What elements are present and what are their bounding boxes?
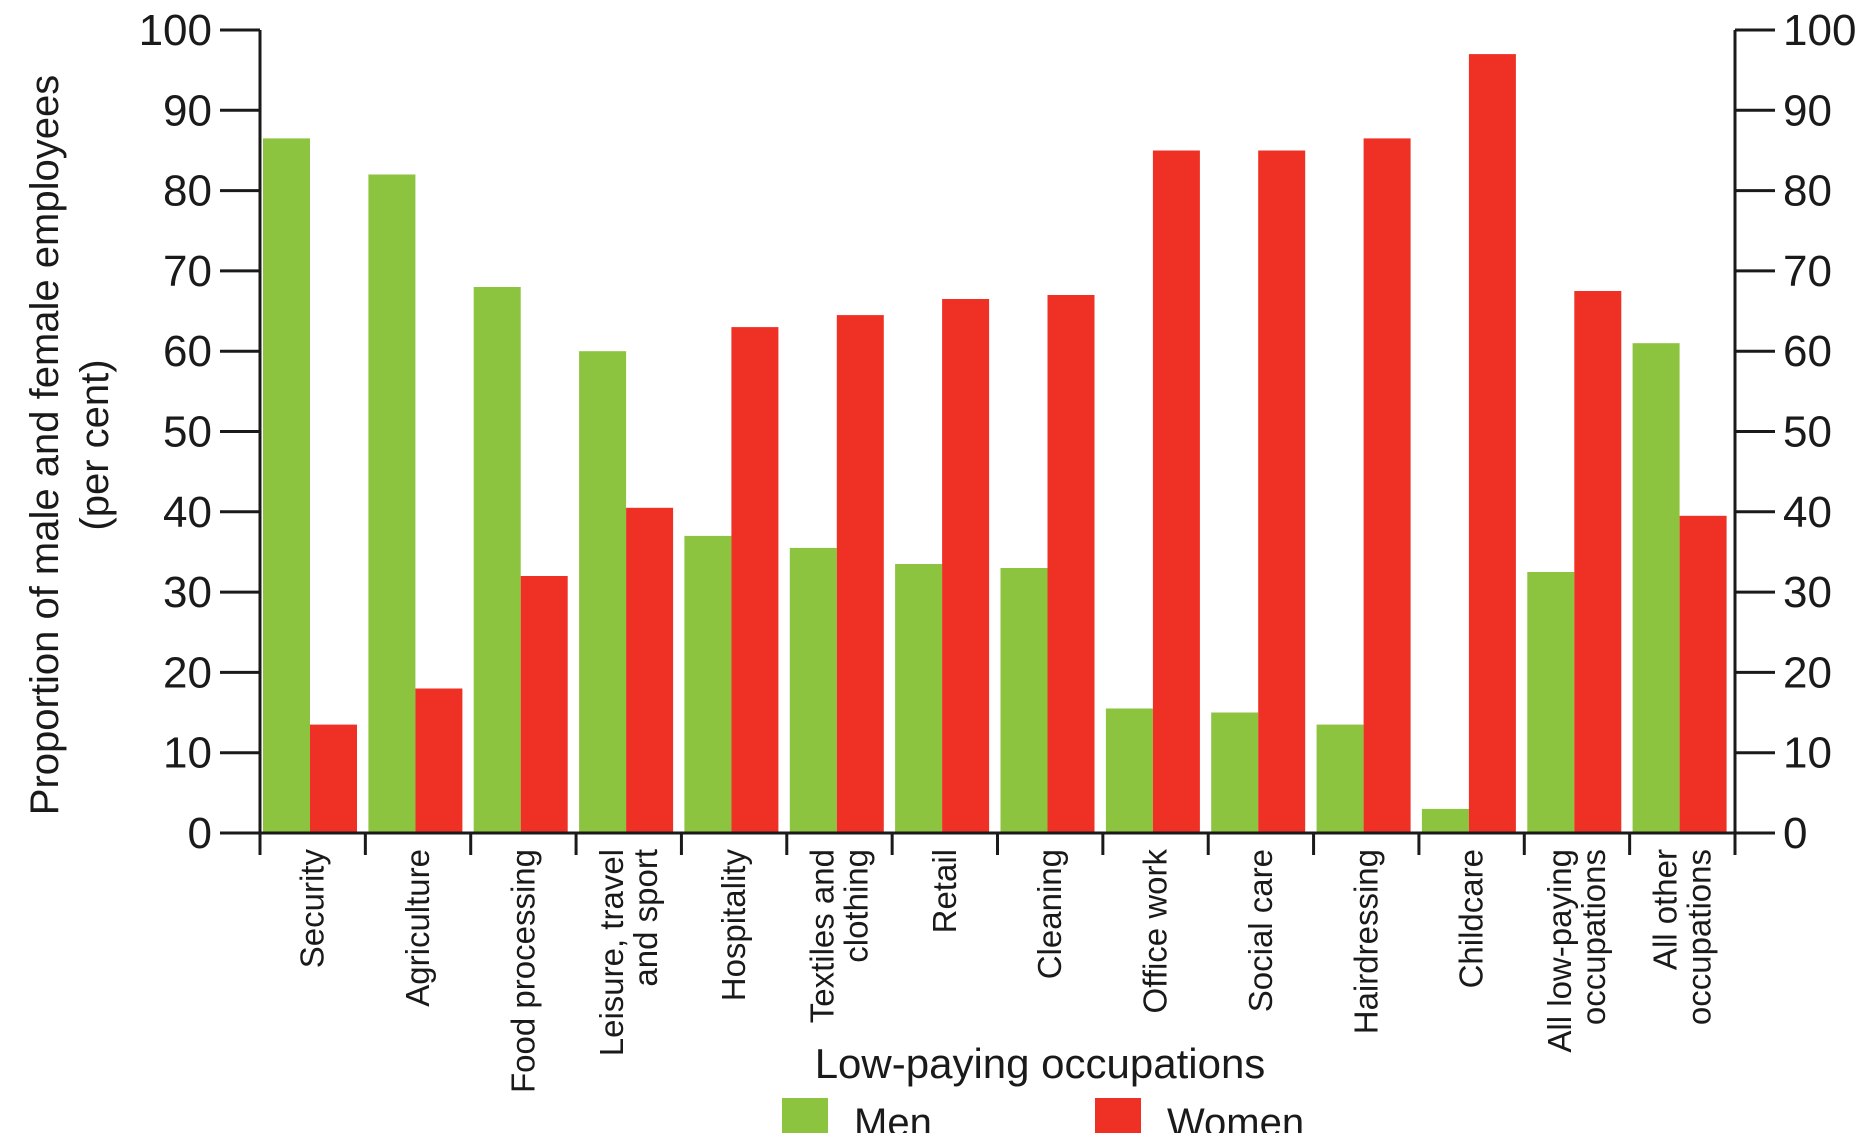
bar-women-0 <box>310 724 357 833</box>
legend: Men Women <box>782 1098 1304 1133</box>
y-axis-title-line-0: Proportion of male and female employees <box>23 75 67 815</box>
legend-swatch-men <box>782 1098 828 1133</box>
left-tick-label-80: 80 <box>163 167 212 216</box>
category-label-4: Hospitality <box>715 849 752 1002</box>
bar-men-13 <box>1632 343 1680 833</box>
category-label-10: Hairdressing <box>1347 849 1384 1034</box>
category-label-5-line-0: Textiles and <box>803 849 840 1023</box>
category-label-8: Office work <box>1137 849 1174 1014</box>
right-tick-label-10: 10 <box>1783 729 1832 778</box>
category-label-1: Agriculture <box>399 849 436 1007</box>
legend-label-women: Women <box>1167 1101 1304 1133</box>
bar-women-12 <box>1574 291 1622 833</box>
bar-men-3 <box>579 351 627 833</box>
category-label-11: Childcare <box>1453 849 1490 988</box>
category-label-12-line-0: All low-paying <box>1541 849 1578 1053</box>
category-label-3-line-0: Leisure, travel <box>593 849 630 1056</box>
bar-women-7 <box>1047 295 1095 833</box>
bar-women-5 <box>836 315 884 834</box>
bar-men-1 <box>368 174 416 833</box>
bar-women-3 <box>626 507 674 833</box>
y-axis-title-line-1: (per cent) <box>73 359 117 530</box>
bar-men-5 <box>789 547 837 833</box>
right-tick-label-100: 100 <box>1783 6 1856 55</box>
category-label-0: Security <box>294 849 331 969</box>
bar-women-9 <box>1258 150 1306 833</box>
labels-layer: 0 0 10 10 20 20 30 30 40 40 50 50 60 60 70 70 80 80 90 90 10… <box>23 6 1856 1093</box>
bar-men-7 <box>1000 568 1048 833</box>
bar-women-1 <box>415 688 463 833</box>
bar-women-6 <box>942 299 990 833</box>
left-tick-label-70: 70 <box>163 247 212 296</box>
category-label-13-line-1: occupations <box>1680 849 1717 1025</box>
bar-men-4 <box>684 535 732 833</box>
right-tick-label-40: 40 <box>1783 488 1832 537</box>
right-tick-label-30: 30 <box>1783 568 1832 617</box>
category-label-6: Retail <box>926 849 963 933</box>
right-tick-label-60: 60 <box>1783 327 1832 376</box>
right-tick-label-80: 80 <box>1783 167 1832 216</box>
left-tick-label-50: 50 <box>163 408 212 457</box>
category-label-3-line-1: and sport <box>627 849 664 987</box>
right-tick-label-50: 50 <box>1783 408 1832 457</box>
category-label-12-line-1: occupations <box>1575 849 1612 1025</box>
axes-layer <box>220 28 1775 855</box>
bar-men-6 <box>895 564 943 833</box>
bar-men-0 <box>263 138 310 833</box>
legend-swatch-women <box>1095 1098 1141 1133</box>
left-tick-label-30: 30 <box>163 568 212 617</box>
left-tick-label-0: 0 <box>188 809 212 858</box>
bar-men-9 <box>1211 712 1259 833</box>
left-tick-label-90: 90 <box>163 86 212 135</box>
bar-men-11 <box>1421 808 1469 833</box>
left-tick-label-60: 60 <box>163 327 212 376</box>
right-tick-label-70: 70 <box>1783 247 1832 296</box>
right-tick-label-90: 90 <box>1783 86 1832 135</box>
category-label-2: Food processing <box>504 849 541 1093</box>
left-tick-label-20: 20 <box>163 648 212 697</box>
bar-men-2 <box>473 287 521 833</box>
category-label-7: Cleaning <box>1031 849 1068 979</box>
bars-layer <box>263 54 1727 834</box>
bar-women-10 <box>1363 138 1411 833</box>
left-tick-label-40: 40 <box>163 488 212 537</box>
legend-label-men: Men <box>854 1101 932 1133</box>
bar-men-8 <box>1105 708 1153 833</box>
bar-women-2 <box>520 576 568 833</box>
bar-women-4 <box>731 327 779 833</box>
left-tick-label-100: 100 <box>139 6 212 55</box>
category-label-9: Social care <box>1242 849 1279 1012</box>
bar-women-11 <box>1468 54 1516 834</box>
left-tick-label-10: 10 <box>163 729 212 778</box>
right-tick-label-20: 20 <box>1783 648 1832 697</box>
bar-women-13 <box>1679 515 1727 833</box>
category-label-5-line-1: clothing <box>837 849 874 963</box>
bar-men-10 <box>1316 724 1364 833</box>
bar-women-8 <box>1152 150 1200 833</box>
bar-men-12 <box>1527 572 1575 833</box>
category-label-13-line-0: All other <box>1646 849 1683 970</box>
x-axis-title: Low-paying occupations <box>815 1040 1266 1087</box>
right-tick-label-0: 0 <box>1783 809 1807 858</box>
